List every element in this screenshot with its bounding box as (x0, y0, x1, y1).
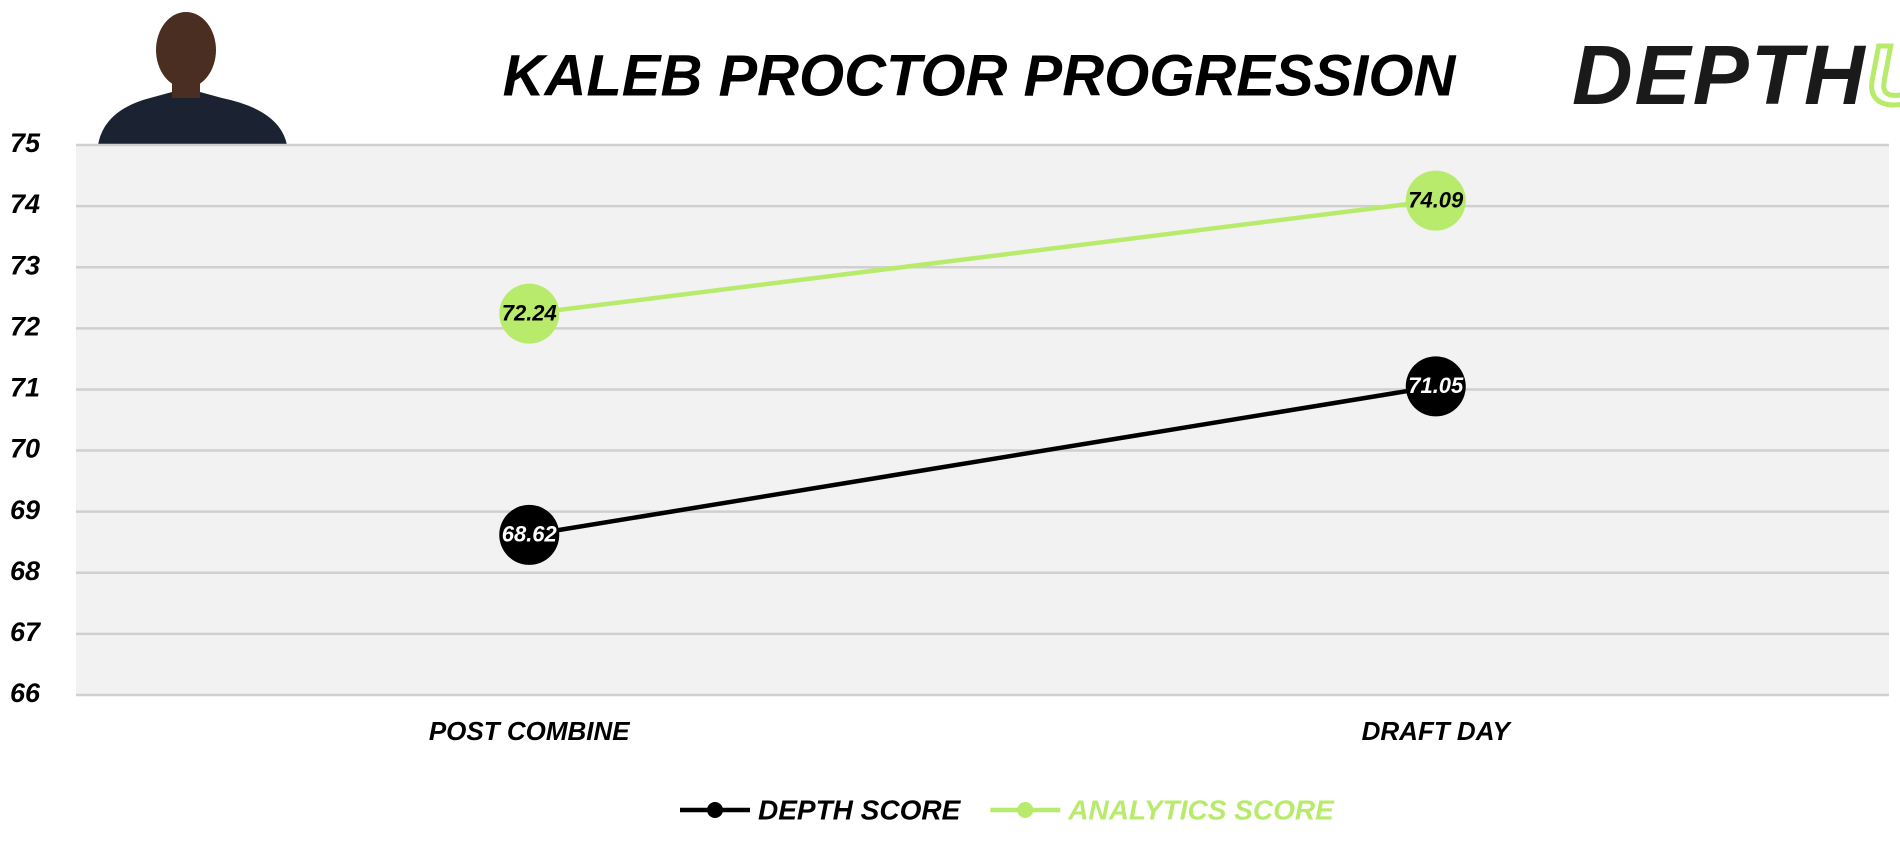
chart-title: KALEB PROCTOR PROGRESSION (503, 43, 1457, 108)
series-line (528, 384, 1437, 538)
data-point (1405, 356, 1466, 417)
y-tick-label: 74 (10, 189, 40, 219)
logo-accent: U (1867, 28, 1900, 122)
y-tick-label: 69 (10, 495, 40, 525)
data-point (499, 504, 560, 565)
legend-marker (1017, 802, 1034, 818)
legend-label: ANALYTICS SCORE (1067, 794, 1335, 825)
y-tick-label: 75 (10, 128, 41, 158)
data-point (499, 283, 560, 344)
y-tick-label: 67 (10, 617, 42, 647)
y-tick-label: 71 (10, 373, 40, 403)
legend-marker (707, 802, 723, 818)
plot-area (76, 145, 1889, 695)
legend-label: DEPTH SCORE (758, 794, 962, 825)
logo-main: DEPTH (1572, 28, 1867, 122)
data-label: 71.05 (1408, 373, 1464, 398)
series-line (528, 198, 1437, 316)
x-tick-label: POST COMBINE (429, 716, 630, 746)
y-tick-label: 73 (10, 250, 40, 280)
y-tick-label: 68 (10, 556, 40, 586)
logo: DEPTHU (1572, 28, 1900, 122)
player-photo (98, 12, 287, 145)
data-point (1405, 170, 1466, 231)
data-label: 68.62 (502, 522, 558, 547)
x-tick-label: DRAFT DAY (1362, 716, 1513, 746)
y-tick-label: 66 (10, 678, 41, 708)
y-tick-label: 70 (10, 434, 40, 464)
data-label: 74.09 (1408, 187, 1464, 212)
y-tick-label: 72 (10, 311, 40, 341)
data-label: 72.24 (502, 300, 557, 325)
